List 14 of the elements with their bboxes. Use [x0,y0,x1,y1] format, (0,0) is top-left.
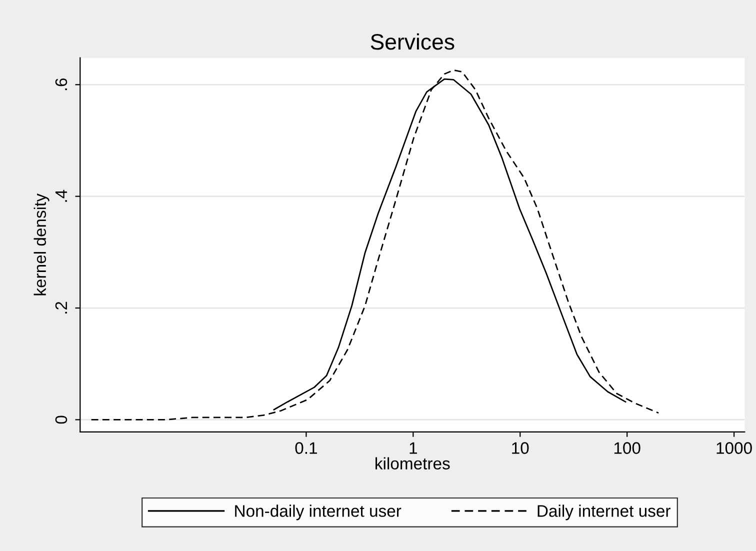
y-tick-label: .4 [55,190,67,202]
y-tick-label: .2 [55,302,67,314]
legend-label: Daily internet user [538,504,670,520]
x-tick-label: 1000 [716,442,752,454]
legend-label: Non-daily internet user [235,504,402,520]
y-tick-label: 0 [55,416,68,424]
x-axis-title: kilometres [376,457,450,470]
y-tick-label: .6 [55,78,68,90]
x-tick-label: 1 [410,442,417,454]
chart-title: Services [370,33,454,50]
x-tick-label: 100 [614,442,640,454]
x-tick-label: 10 [512,442,529,454]
y-axis-title: kernel density [34,194,50,296]
x-tick-label: 0.1 [295,442,317,454]
